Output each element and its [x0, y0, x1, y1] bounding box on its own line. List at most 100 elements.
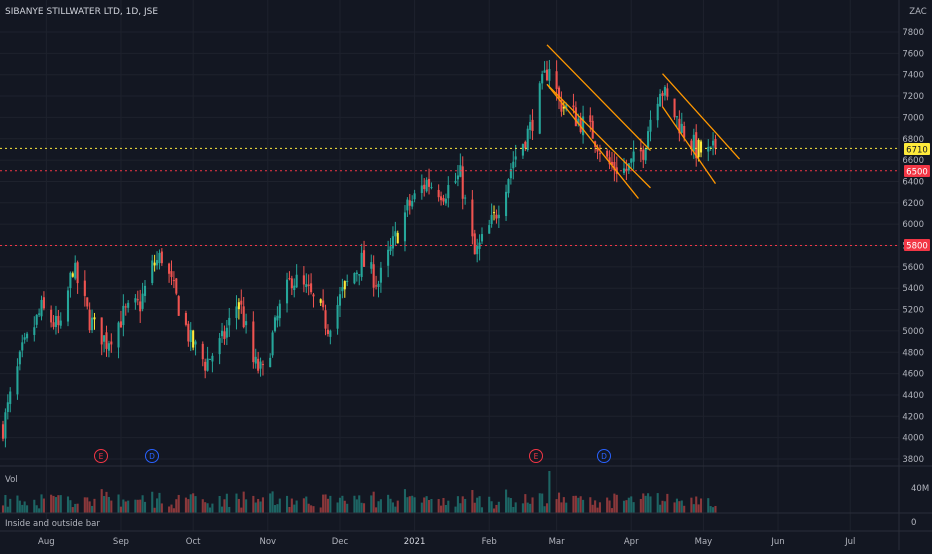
volume-bar [507, 497, 510, 513]
volume-bar [471, 490, 474, 513]
candles [1, 59, 717, 448]
candle-body [447, 185, 450, 199]
event-marker-D [145, 449, 159, 463]
candle-body [110, 341, 113, 345]
volume-bar [673, 502, 676, 513]
candle-body [158, 252, 161, 264]
volume-bar [35, 505, 38, 513]
volume-bar [642, 493, 645, 513]
candle-body [127, 302, 130, 308]
candle-body [194, 341, 197, 345]
candle-body [271, 332, 274, 356]
price-axis[interactable]: 3800 4000 4200 4400 4600 4800 5000 5200 5400 5600… [902, 28, 924, 465]
volume-bar [577, 497, 580, 513]
candle-body [192, 330, 195, 348]
volume-bar [240, 507, 243, 513]
volume-bar [151, 491, 154, 513]
candle-body [639, 149, 642, 152]
candle-body [548, 69, 551, 81]
volume-bar [408, 496, 411, 513]
candle-body [396, 232, 399, 244]
candle-body [88, 309, 91, 331]
time-tick-label: Sep [113, 537, 129, 547]
candle-body [310, 283, 313, 293]
time-tick-label: Mar [549, 537, 566, 547]
candle-body [370, 262, 373, 269]
price-marker-5800: 5800 [906, 242, 928, 252]
candle-body [647, 131, 650, 150]
candle-body [512, 161, 515, 169]
candle-body [492, 212, 496, 214]
candle-body [50, 309, 53, 323]
candle-body [288, 278, 291, 280]
event-marker-E [529, 449, 543, 463]
candle-body [394, 231, 397, 237]
volume-bar [158, 492, 161, 513]
volume-bar [622, 500, 626, 513]
price-tick-label: 5000 [902, 327, 924, 337]
price-marker-6500: 6500 [906, 168, 928, 178]
time-tick-label: Apr [624, 537, 639, 547]
volume-bar [659, 504, 662, 513]
candle-body [103, 335, 106, 342]
volume-bar [336, 502, 339, 513]
time-tick-label: Jun [770, 537, 784, 547]
volume-bar [134, 499, 137, 513]
volume-bar [310, 505, 313, 513]
volume-bar [476, 497, 479, 513]
volume-bar [360, 502, 363, 513]
time-axis[interactable]: Aug Sep Oct Nov Dec 2021 Feb Mar Apr May Jun Jul [38, 537, 855, 547]
volume-bar [211, 503, 214, 513]
volume-bar [223, 499, 226, 513]
volume-bar [170, 504, 173, 513]
candle-body [408, 200, 411, 206]
candle-body [582, 116, 585, 136]
candle-body [692, 134, 695, 152]
candle-body [430, 187, 433, 189]
candle-body [9, 391, 12, 404]
candle-body [107, 343, 110, 351]
volume-bar [370, 495, 373, 513]
volume-bar [707, 498, 710, 513]
volume-bar [343, 500, 346, 513]
candle-body [420, 185, 423, 194]
candle-body [565, 104, 568, 110]
volume-bar [582, 499, 585, 513]
price-tick-label: 4800 [902, 348, 924, 358]
volume-bar [293, 504, 296, 513]
volume-bar [288, 506, 291, 513]
candle-body [1, 424, 5, 439]
volume-bar [709, 506, 712, 513]
candle-body [490, 214, 493, 225]
candle-body [353, 273, 356, 284]
volume-bar [613, 493, 616, 513]
candle-body [695, 132, 698, 159]
candle-body [35, 314, 38, 325]
volume-bar [1, 505, 5, 513]
volume-bar [252, 495, 255, 513]
candle-body [252, 321, 255, 363]
volume-bar [122, 499, 125, 513]
symbol-title[interactable]: SIBANYE STILLWATER LTD, 1D, JSE [5, 7, 158, 17]
volume-bar [579, 496, 582, 513]
volume-bar [143, 501, 147, 513]
channel-1-lower [546, 83, 651, 189]
volume-bar [565, 502, 568, 513]
candle-body [26, 333, 29, 339]
volume-bar [560, 502, 563, 513]
candle-body [524, 141, 527, 149]
volume-bar [57, 495, 60, 513]
volume-bar [52, 495, 55, 513]
volume-bar [509, 498, 512, 513]
candle-body [223, 331, 226, 340]
candle-body [596, 148, 599, 152]
volume-bar [531, 497, 534, 513]
volume-bar [442, 497, 445, 513]
volume-bar [548, 471, 551, 513]
volume-bar [192, 493, 195, 513]
volume-bar [683, 505, 686, 513]
candle-body [649, 119, 652, 132]
volume-bar [627, 497, 630, 513]
volume-bar [697, 504, 700, 513]
